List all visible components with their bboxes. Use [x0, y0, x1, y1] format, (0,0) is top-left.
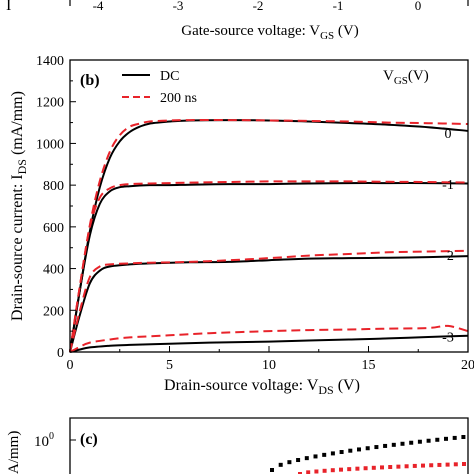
panel-c-black-marker — [461, 435, 466, 439]
panel-c-black-marker — [313, 454, 318, 459]
panel-c-red-marker — [314, 469, 319, 474]
series-line-vgs--1-dc — [69, 182, 469, 353]
panel-c-red-marker — [429, 463, 434, 468]
panel-c-red-marker — [388, 465, 393, 470]
top-tick-label: 0 — [415, 0, 422, 13]
x-tick-label: 20 — [461, 358, 474, 373]
panel-c-ytick-label: 100 — [34, 431, 54, 450]
y-tick-label: 1000 — [36, 137, 64, 152]
panel-c-red-marker — [322, 468, 327, 473]
panel-c-black-marker — [330, 451, 335, 456]
vgs-curve-label: -3 — [442, 330, 454, 345]
panel-c-red-marker — [330, 468, 335, 473]
panel-c-label: (c) — [80, 431, 98, 448]
vgs-curve-label: 0 — [445, 127, 452, 142]
top-tick-labels: -4 -3 -2 -1 0 — [93, 0, 422, 13]
legend-dc-label: DC — [160, 69, 179, 84]
panel-c: 100 A/mm) (c) — [6, 417, 469, 474]
legend-200ns-label: 200 ns — [160, 91, 197, 106]
panel-c-black-marker — [304, 456, 309, 461]
panel-b-label: (b) — [80, 72, 100, 89]
x-tick-label: 10 — [262, 358, 276, 373]
x-tick-label: 0 — [67, 358, 74, 373]
panel-c-black-marker — [348, 448, 353, 453]
panel-c-frame — [69, 417, 469, 474]
panel-c-red-marker — [396, 464, 401, 469]
series-line-vgs-0-dc — [69, 119, 469, 353]
panel-b-ylabel: Drain-source current: IDS (mA/mm) — [9, 91, 29, 321]
panel-c-black-marker — [296, 458, 301, 463]
panel-c-red-marker — [339, 467, 343, 472]
panel-c-red-marker — [453, 462, 458, 467]
panel-c-red-marker — [404, 464, 409, 469]
y-tick-label: 1200 — [36, 96, 64, 111]
panel-c-red-marker — [306, 470, 311, 474]
panel-c-black-marker — [357, 447, 361, 452]
top-tick-label: -1 — [333, 0, 344, 13]
y-tick-label: 400 — [43, 263, 64, 278]
panel-c-black-marker — [409, 440, 414, 445]
panel-c-ylabel-fragment: A/mm) — [6, 431, 22, 474]
vgs-curve-label: -1 — [442, 178, 454, 193]
panel-b-y-ticks: 0 200 400 600 800 1000 1200 1400 — [36, 54, 76, 361]
series-line-vgs--2-pulsed — [69, 249, 469, 353]
panel-b-series — [69, 119, 469, 353]
panel-c-black-marker — [400, 441, 405, 446]
panel-c-black-marker — [426, 438, 431, 443]
top-ylabel-fragment: I — [6, 0, 11, 14]
panel-c-red-marker — [445, 462, 450, 467]
panel-c-red-marker — [380, 465, 384, 470]
panel-c-red-marker — [363, 466, 368, 471]
panel-c-red-marker — [412, 463, 417, 468]
panel-c-red-marker — [371, 465, 376, 470]
y-tick-label: 200 — [43, 304, 64, 319]
panel-c-red-marker — [421, 463, 425, 468]
panel-c-black-marker — [322, 452, 327, 457]
top-xlabel: Gate-source voltage: VGS (V) — [181, 23, 358, 42]
panel-c-black-marker — [391, 442, 396, 447]
panel-c-black-marker — [278, 462, 283, 467]
vgs-curve-labels: 0 -1 -2 -3 — [442, 127, 454, 345]
panel-c-black-marker — [374, 445, 379, 450]
series-line-vgs-0-pulsed — [69, 119, 469, 353]
panel-c-black-marker — [383, 443, 388, 448]
panel-c-black-marker — [435, 437, 440, 442]
x-tick-label: 5 — [166, 358, 173, 373]
vgs-curve-label: -2 — [442, 249, 454, 264]
panel-c-markers — [270, 435, 466, 474]
legend: DC 200 ns — [122, 69, 197, 106]
top-tick-label: -2 — [253, 0, 264, 13]
panel-b: 0 5 10 15 20 0 200 400 600 800 1000 1200 1400 (b) D… — [9, 54, 474, 397]
panel-c-black-marker — [452, 435, 457, 440]
series-line-vgs--3-dc — [69, 334, 469, 353]
panel-b-frame — [69, 59, 469, 353]
panel-b-xlabel: Drain-source voltage: VDS (V) — [164, 377, 360, 397]
top-tick-label: -3 — [173, 0, 184, 13]
top-partial-panel: I -4 -3 -2 -1 0 Gate-source voltage: VGS (V) — [6, 0, 469, 42]
series-line-vgs--1-pulsed — [69, 180, 469, 353]
panel-c-red-marker — [298, 472, 302, 474]
panel-c-red-marker — [437, 462, 442, 467]
panel-c-black-marker — [444, 436, 448, 441]
panel-c-red-marker — [462, 462, 466, 466]
series-line-vgs--3-pulsed — [69, 324, 469, 353]
top-tick-label: -4 — [93, 0, 104, 13]
panel-c-black-marker — [339, 450, 344, 455]
y-tick-label: 800 — [43, 179, 64, 194]
vgs-header: VGS(V) — [383, 68, 429, 87]
panel-b-x-ticks: 0 5 10 15 20 — [67, 346, 474, 373]
panel-c-black-marker — [287, 460, 292, 465]
x-tick-label: 15 — [362, 358, 376, 373]
panel-c-black-marker — [365, 446, 370, 451]
panel-c-red-marker — [355, 466, 360, 471]
panel-c-red-marker — [347, 467, 352, 472]
panel-c-black-marker — [270, 468, 274, 472]
y-tick-label: 1400 — [36, 54, 64, 69]
y-tick-label: 600 — [43, 221, 64, 236]
panel-c-black-marker — [417, 439, 422, 444]
y-tick-label: 0 — [57, 346, 64, 361]
